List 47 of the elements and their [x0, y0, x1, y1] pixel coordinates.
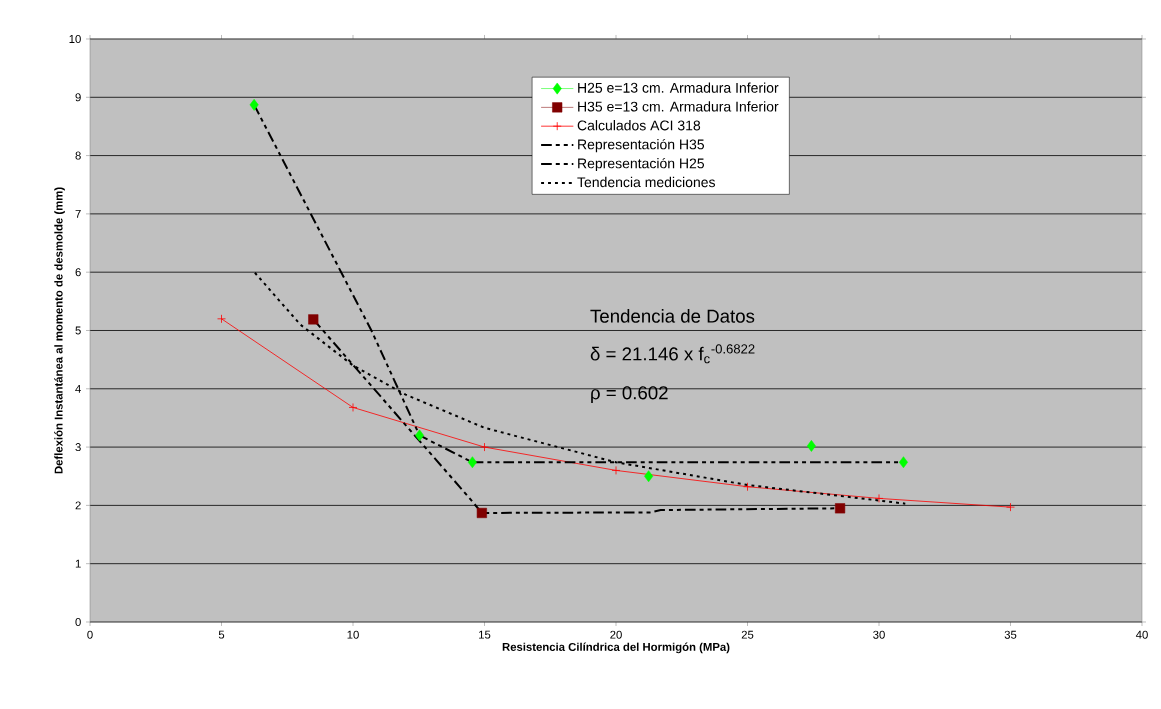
- y-tick-label: 0: [75, 617, 81, 626]
- x-tick-label: 25: [741, 630, 754, 639]
- x-tick-label: 30: [873, 630, 885, 639]
- point: [467, 456, 477, 469]
- point: [743, 482, 752, 492]
- x-tick-label: 5: [218, 630, 225, 639]
- y-tick-label: 4: [75, 384, 81, 393]
- point: [480, 442, 489, 452]
- point: [874, 493, 884, 503]
- point: [476, 507, 487, 519]
- point: [611, 466, 621, 475]
- legend-label: H35 e=13 cm. Armadura Inferior: [578, 101, 779, 112]
- x-tick-label: 20: [610, 630, 622, 639]
- legend-label: Representación H35: [578, 138, 705, 153]
- x-tick-label: 15: [479, 630, 491, 639]
- y-tick-label: 3: [75, 443, 81, 452]
- point: [806, 440, 816, 452]
- point: [835, 503, 846, 514]
- x-tick-label: 0: [87, 630, 93, 639]
- y-tick-label: 2: [75, 501, 81, 510]
- x-axis-title: Resistencia Cilíndrica del Hormigón (MPa): [502, 642, 730, 654]
- point: [415, 429, 425, 442]
- point: [1006, 502, 1015, 512]
- point: [348, 403, 358, 412]
- point: [249, 99, 259, 111]
- annotation: δ = 21.146 x f$_{c}$-0.6822: [590, 344, 755, 364]
- annotation: Tendencia de Datos: [590, 309, 755, 323]
- y-tick-label: 7: [75, 209, 81, 218]
- legend-label: H25 e=13 cm. Armadura Inferior: [578, 82, 779, 93]
- y-tick-label: 10: [69, 34, 81, 43]
- y-tick-label: 5: [75, 326, 81, 335]
- point: [644, 470, 654, 483]
- x-tick-label: 10: [347, 630, 359, 639]
- legend-label: Calculados ACI 318: [577, 120, 701, 131]
- legend-label: Representación H25: [578, 157, 705, 172]
- legend-label: Tendencia mediciones: [577, 176, 715, 188]
- y-tick-label: 6: [75, 268, 81, 277]
- y-tick-label: 9: [75, 93, 81, 102]
- x-tick-label: 40: [1135, 630, 1148, 639]
- point: [217, 314, 226, 324]
- y-axis-title: Deflexión Instantánea al momento de desmolde (mm): [54, 187, 65, 474]
- y-tick-label: 1: [75, 559, 81, 568]
- y-tick-label: 8: [75, 151, 81, 160]
- annotation: ρ = 0.602: [591, 386, 668, 404]
- x-tick-label: 35: [1004, 630, 1017, 639]
- point: [898, 456, 908, 469]
- point: [308, 314, 319, 325]
